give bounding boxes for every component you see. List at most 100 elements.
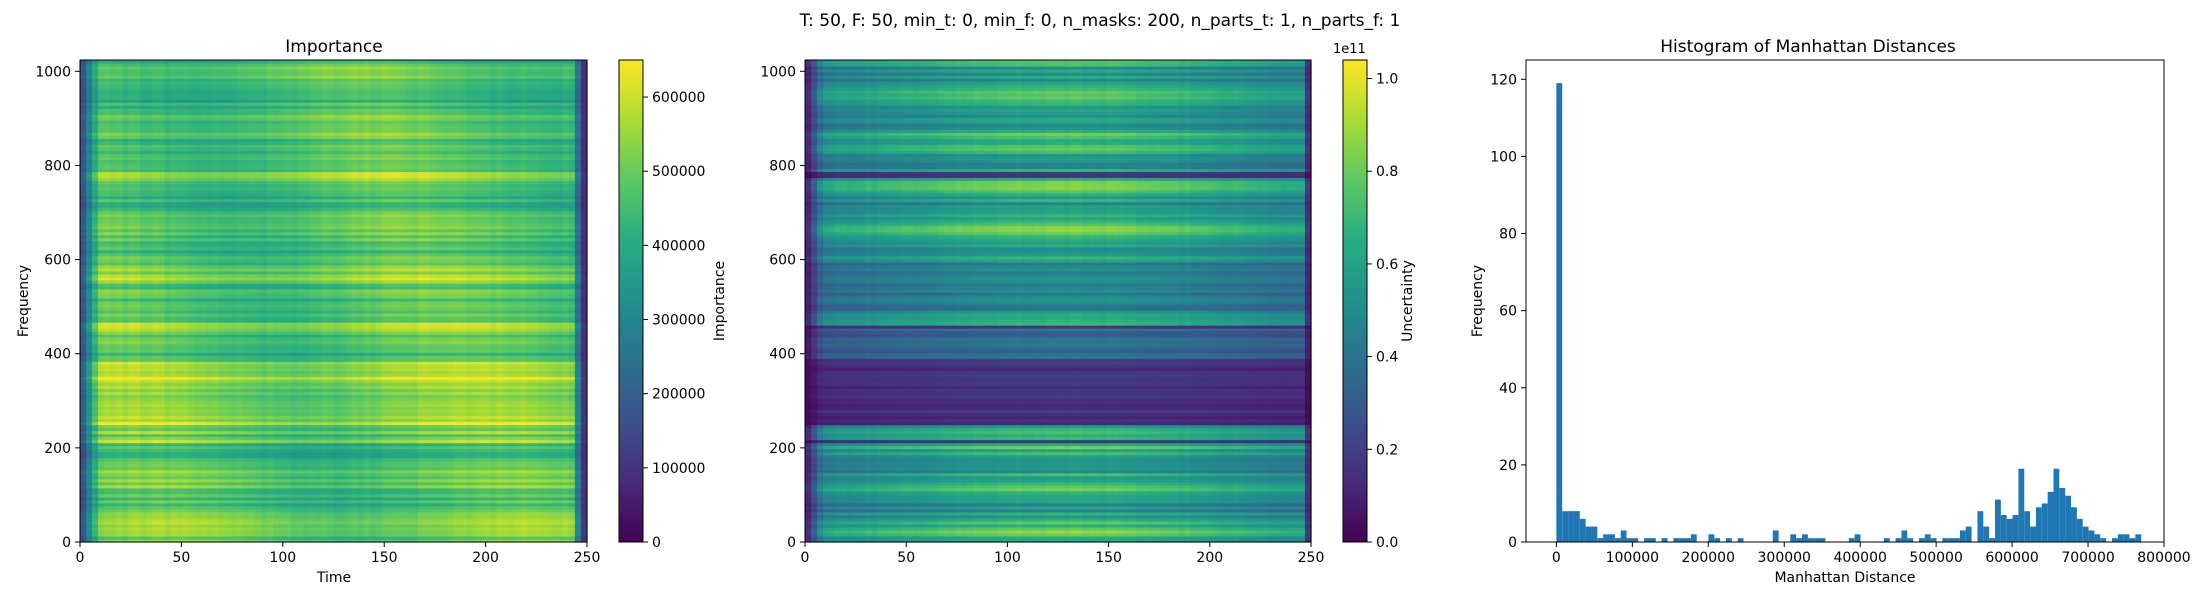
heatmap-cell [170,457,178,462]
heatmap-cell [182,69,190,73]
heatmap-cell [110,72,117,76]
heatmap-cell [86,276,93,281]
heatmap-cell [152,279,160,284]
heatmap-cell [140,529,147,534]
heatmap-cell [176,481,184,486]
heatmap-cell [146,255,154,260]
heatmap-cell [146,135,154,139]
heatmap-cell [134,153,141,157]
heatmap-cell [176,189,184,194]
heatmap-cell [224,60,232,64]
heatmap-cell [140,261,147,266]
heatmap-cell [116,505,123,510]
heatmap-cell [92,150,99,154]
heatmap-cell [116,379,123,383]
heatmap-cell [146,123,154,127]
heatmap-cell [86,310,93,314]
heatmap-cell [128,517,135,522]
heatmap-cell [182,337,190,341]
heatmap-cell [116,367,123,371]
heatmap-cell [128,102,135,106]
heatmap-cell [128,304,135,308]
heatmap-cell [176,310,184,314]
heatmap-cell [170,243,178,248]
heatmap-cell [194,466,202,471]
heatmap-cell [80,198,87,203]
heatmap-cell [122,529,129,534]
heatmap-cell [158,138,166,142]
heatmap-cell [86,301,93,305]
heatmap-cell [158,415,166,420]
heatmap-cell [122,255,129,260]
heatmap-cell [116,81,123,85]
heatmap-cell [170,87,178,91]
heatmap-cell [128,388,135,392]
heatmap-cell [122,457,129,462]
heatmap-cell [188,334,196,338]
heatmap-cell [176,301,184,305]
heatmap-cell [122,385,129,389]
heatmap-cell [152,391,160,395]
heatmap-cell [146,505,154,510]
heatmap-cell [92,322,99,326]
heatmap-cell [176,249,184,254]
heatmap-cell [116,397,123,402]
heatmap-cell [176,385,184,389]
heatmap-cell [158,367,166,371]
heatmap-cell [92,355,99,359]
heatmap-cell [80,508,87,513]
heatmap-cell [104,60,111,64]
heatmap-cell [128,105,135,109]
heatmap-cell [110,385,117,389]
heatmap-cell [80,511,87,516]
heatmap-cell [86,403,93,408]
heatmap-cell [182,466,190,471]
heatmap-cell [188,517,196,522]
heatmap-cell [188,249,196,254]
heatmap-cell [80,174,87,179]
heatmap-cell [170,475,178,480]
heatmap-cell [116,162,123,167]
heatmap-cell [140,246,147,251]
heatmap-cell [176,307,184,311]
heatmap-cell [158,355,166,359]
heatmap-cell [116,198,123,203]
heatmap-cell [170,198,178,203]
heatmap-cell [170,195,178,200]
heatmap-cell [188,171,196,176]
heatmap-cell [116,246,123,251]
heatmap-cell [98,216,105,221]
heatmap-cell [152,240,160,245]
heatmap-cell [110,150,117,154]
heatmap-cell [98,189,105,194]
heatmap-cell [152,505,160,510]
heatmap-cell [188,60,196,64]
heatmap-cell [116,349,123,353]
heatmap-cell [170,183,178,188]
heatmap-cell [116,297,123,302]
heatmap-cell [86,334,93,338]
heatmap-cell [110,505,117,510]
heatmap-cell [146,147,154,151]
heatmap-cell [98,520,105,525]
heatmap-cell [164,376,172,380]
heatmap-cell [140,192,147,197]
heatmap-cell [92,297,99,302]
heatmap-cell [80,334,87,338]
heatmap-cell [134,231,141,236]
heatmap-cell [152,490,160,495]
heatmap-cell [188,69,196,73]
heatmap-cell [92,141,99,145]
heatmap-cell [146,337,154,341]
heatmap-cell [128,156,135,161]
heatmap-cell [158,439,166,444]
heatmap-cell [80,496,87,501]
heatmap-cell [116,403,123,408]
heatmap-cell [182,186,190,191]
heatmap-cell [86,496,93,501]
heatmap-cell [98,156,105,161]
heatmap-cell [80,222,87,227]
heatmap-cell [152,373,160,377]
heatmap-cell [122,325,129,329]
heatmap-cell [152,276,160,281]
